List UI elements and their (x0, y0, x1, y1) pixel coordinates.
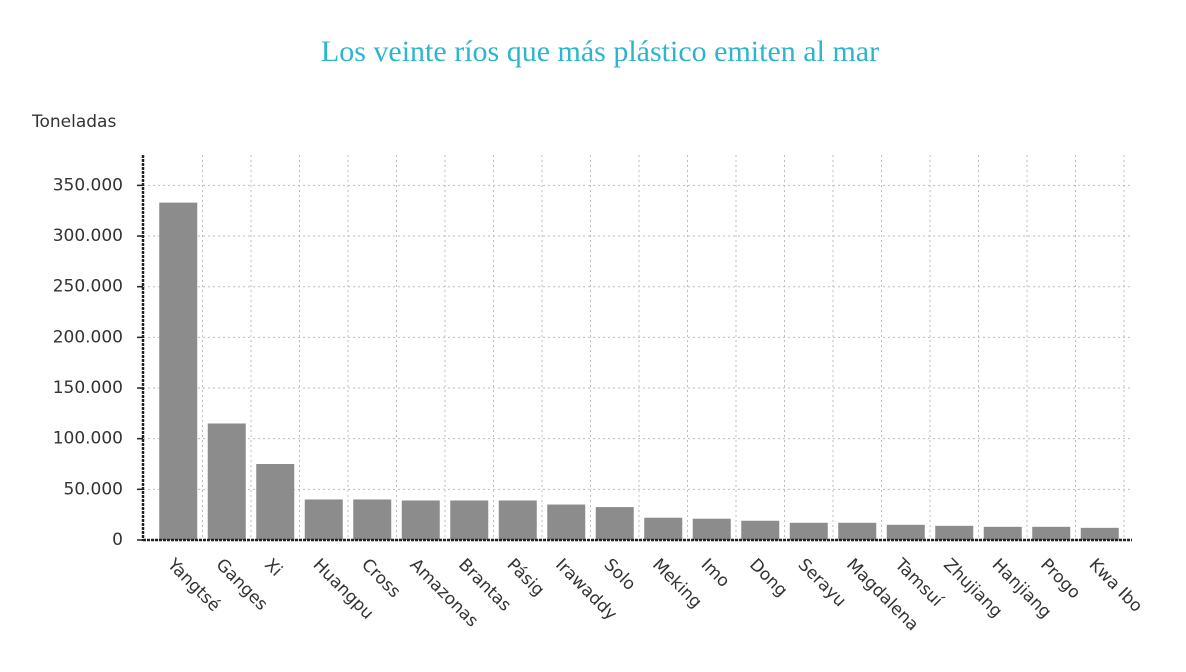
x-tick-label: Ganges (212, 555, 272, 615)
bar (983, 526, 1022, 540)
x-tick-label: Imo (697, 555, 734, 592)
y-tick-label: 0 (112, 530, 123, 550)
y-tick-label: 100.000 (53, 429, 123, 449)
x-tick-label: Serayu (794, 555, 850, 611)
x-tick-label: Kwa Ibo (1085, 555, 1147, 617)
x-tick-label: Xi (260, 555, 286, 581)
bar (256, 464, 295, 540)
bar (498, 500, 537, 540)
y-tick-label: 50.000 (64, 479, 123, 499)
bar (547, 504, 586, 540)
x-tick-label: Meking (648, 555, 705, 612)
bar (401, 500, 440, 540)
bar (450, 500, 489, 540)
y-tick-label: 350.000 (53, 175, 123, 195)
y-tick-label: 200.000 (53, 327, 123, 347)
x-tick-label: Pásig (503, 555, 548, 600)
y-tick-label: 150.000 (53, 378, 123, 398)
bar (595, 507, 634, 540)
bar (935, 525, 974, 540)
bar (886, 524, 925, 540)
bar (644, 517, 683, 540)
bar (692, 518, 731, 540)
bar (304, 499, 343, 540)
chart-title: Los veinte ríos que más plástico emiten … (321, 35, 879, 68)
bar (159, 202, 198, 541)
y-tick-label: 300.000 (53, 226, 123, 246)
x-tick-label: Dong (745, 555, 791, 601)
x-tick-label: Solo (600, 555, 640, 595)
x-tick-label: Yangtsé (162, 554, 224, 616)
y-axis-label: Toneladas (31, 112, 116, 132)
bar (1032, 526, 1071, 540)
bar (1080, 527, 1119, 540)
y-tick-label: 250.000 (53, 277, 123, 297)
bar (789, 522, 828, 540)
bar (207, 423, 246, 540)
bar (838, 522, 877, 540)
bar (353, 499, 392, 540)
bar (741, 520, 780, 540)
